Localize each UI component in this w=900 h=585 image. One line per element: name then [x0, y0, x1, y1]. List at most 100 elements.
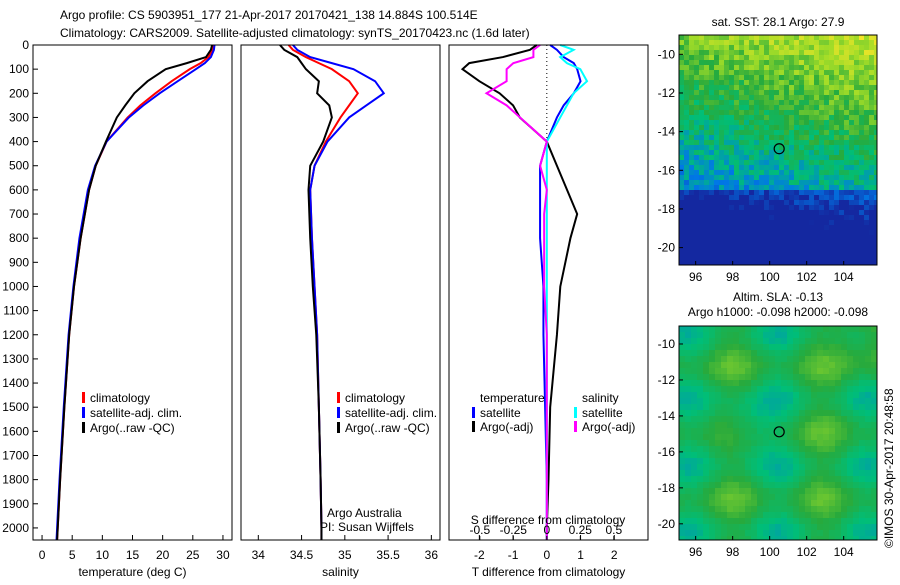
map-cell — [679, 506, 685, 512]
map-cell — [794, 215, 799, 220]
map-cell — [779, 250, 784, 255]
map-cell — [794, 180, 799, 185]
map-cell — [744, 190, 749, 195]
map-cell — [819, 115, 824, 120]
map-cell — [794, 120, 799, 125]
map-cell — [679, 210, 684, 215]
map-cell — [871, 362, 877, 368]
map-cell — [724, 235, 729, 240]
map-cell — [841, 422, 847, 428]
x-tick-label: 34.5 — [290, 548, 314, 562]
map-cell — [709, 120, 714, 125]
map-cell — [811, 362, 817, 368]
map-cell — [764, 155, 769, 160]
map-cell — [769, 458, 775, 464]
map-cell — [754, 170, 759, 175]
map-cell — [823, 458, 829, 464]
map-cell — [721, 536, 727, 540]
map-cell — [805, 506, 811, 512]
map-cell — [704, 95, 709, 100]
map-cell — [805, 380, 811, 386]
map-cell — [817, 518, 823, 524]
map-cell — [759, 175, 764, 180]
map-cell — [739, 95, 744, 100]
map-cell — [754, 105, 759, 110]
map-cell — [799, 458, 805, 464]
map-cell — [824, 95, 829, 100]
map-cell — [849, 220, 854, 225]
map-cell — [744, 175, 749, 180]
map-cell — [704, 190, 709, 195]
map-cell — [697, 440, 703, 446]
map-cell — [874, 195, 877, 200]
map-cell — [874, 185, 877, 190]
map-cell — [839, 240, 844, 245]
map-cell — [724, 110, 729, 115]
map-cell — [689, 150, 694, 155]
map-cell — [684, 245, 689, 250]
map-cell — [853, 338, 859, 344]
salinity-panel: 34 34.5 35 35.5 36salinityclimatologysatelli… — [240, 44, 441, 579]
map-cell — [871, 338, 877, 344]
map-cell — [759, 115, 764, 120]
map-cell — [871, 524, 877, 530]
map-cell — [794, 90, 799, 95]
map-cell — [763, 440, 769, 446]
map-cell — [829, 446, 835, 452]
map-cell — [727, 344, 733, 350]
map-cell — [869, 105, 874, 110]
map-cell — [764, 145, 769, 150]
map-cell — [759, 105, 764, 110]
map-cell — [764, 120, 769, 125]
map-cell — [775, 362, 781, 368]
map-cell — [679, 332, 685, 338]
map-cell — [869, 155, 874, 160]
map-cell — [835, 446, 841, 452]
map-cell — [733, 356, 739, 362]
map-cell — [779, 125, 784, 130]
map-cell — [794, 160, 799, 165]
map-cell — [754, 255, 759, 260]
map-cell — [844, 250, 849, 255]
map-cell — [871, 350, 877, 356]
map-cell — [714, 255, 719, 260]
map-cell — [697, 380, 703, 386]
map-cell — [854, 170, 859, 175]
map-cell — [749, 170, 754, 175]
map-cell — [694, 195, 699, 200]
map-cell — [774, 80, 779, 85]
x-tick-label: 36 — [425, 548, 439, 562]
map-cell — [744, 95, 749, 100]
map-cell — [697, 416, 703, 422]
map-cell — [774, 155, 779, 160]
map-cell — [781, 500, 787, 506]
map-cell — [789, 245, 794, 250]
map-cell — [691, 488, 697, 494]
map-cell — [751, 422, 757, 428]
map-cell — [694, 165, 699, 170]
map-cell — [779, 140, 784, 145]
map-cell — [745, 356, 751, 362]
map-cell — [859, 160, 864, 165]
map-cell — [874, 140, 877, 145]
map-cell — [844, 235, 849, 240]
map-cell — [869, 215, 874, 220]
map-cell — [764, 230, 769, 235]
map-cell — [749, 140, 754, 145]
map-cell — [699, 200, 704, 205]
map-cell — [703, 458, 709, 464]
map-cell — [739, 35, 744, 40]
map-cell — [823, 488, 829, 494]
x-tick-label: 35.5 — [376, 548, 400, 562]
map-cell — [744, 65, 749, 70]
map-cell — [829, 404, 835, 410]
legend-swatch — [337, 422, 340, 433]
map-cell — [819, 220, 824, 225]
map-cell — [739, 185, 744, 190]
map-cell — [745, 362, 751, 368]
map-cell — [689, 75, 694, 80]
map-cell — [829, 175, 834, 180]
map-cell — [689, 160, 694, 165]
map-cell — [859, 180, 864, 185]
map-cell — [751, 362, 757, 368]
